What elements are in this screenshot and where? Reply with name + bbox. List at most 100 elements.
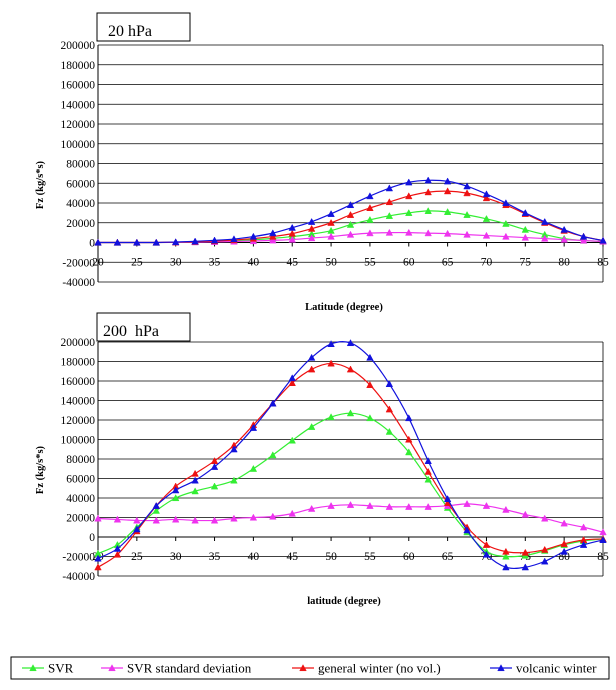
legend-swatch-marker bbox=[108, 664, 116, 672]
data-point-svr-standard-deviation bbox=[385, 228, 394, 236]
legend-label: general winter (no vol.) bbox=[318, 661, 441, 676]
data-point-svr-standard-deviation bbox=[502, 505, 510, 513]
data-point-volcanic-winter bbox=[133, 238, 141, 246]
legend-label: volcanic winter bbox=[516, 661, 597, 676]
data-point-volcanic-winter bbox=[579, 232, 588, 240]
data-point-svr-standard-deviation bbox=[502, 232, 510, 240]
y-tick-label-200hpa: 160000 bbox=[61, 376, 96, 388]
x-tick-label-200hpa: 25 bbox=[131, 551, 143, 563]
data-point-volcanic-winter bbox=[405, 414, 413, 422]
data-point-svr bbox=[385, 427, 394, 435]
chart-title-200hpa: 200 hPa bbox=[103, 323, 159, 340]
data-point-volcanic-winter bbox=[113, 544, 122, 552]
xlabel-20hpa: Latitude (degree) bbox=[305, 302, 383, 313]
data-point-svr-standard-deviation bbox=[307, 504, 316, 512]
data-point-volcanic-winter bbox=[307, 353, 316, 361]
data-point-volcanic-winter bbox=[346, 339, 355, 347]
y-tick-label-20hpa: -40000 bbox=[62, 277, 95, 289]
data-point-svr bbox=[230, 476, 238, 484]
data-point-svr bbox=[152, 506, 160, 514]
data-point-svr bbox=[366, 414, 374, 422]
data-point-volcanic-winter bbox=[269, 399, 277, 407]
y-tick-label-20hpa: 80000 bbox=[66, 159, 95, 171]
data-point-general-winter-no-vol bbox=[346, 365, 355, 373]
data-point-svr bbox=[405, 209, 413, 216]
series-volcanic-winter-20hpa bbox=[94, 176, 607, 246]
data-point-svr-standard-deviation bbox=[94, 514, 102, 522]
data-point-general-winter-no-vol bbox=[307, 224, 316, 232]
data-point-svr bbox=[346, 220, 355, 228]
y-tick-label-200hpa: 120000 bbox=[61, 415, 96, 427]
data-point-general-winter-no-vol bbox=[346, 211, 355, 218]
panel-200hpa: -40000 -20000 0 20000 40000 60000 80000 100000 1… bbox=[35, 312, 609, 607]
y-tick-label-200hpa: 80000 bbox=[66, 454, 95, 466]
ylabel-20hpa: Fz (kg/s*s) bbox=[35, 160, 46, 209]
data-point-volcanic-winter bbox=[210, 462, 219, 470]
x-tick-label-200hpa: 55 bbox=[364, 551, 376, 563]
x-tick-label-20hpa: 65 bbox=[442, 257, 454, 269]
data-point-volcanic-winter bbox=[171, 238, 180, 246]
series-svr-standard-deviation-200hpa bbox=[94, 500, 607, 536]
data-point-general-winter-no-vol bbox=[443, 187, 452, 195]
data-point-volcanic-winter bbox=[482, 550, 491, 558]
data-point-svr-standard-deviation bbox=[521, 233, 530, 241]
data-point-svr bbox=[327, 413, 335, 421]
data-point-general-winter-no-vol bbox=[560, 539, 568, 547]
data-point-volcanic-winter bbox=[288, 374, 296, 382]
data-point-svr-standard-deviation bbox=[579, 236, 588, 244]
data-point-volcanic-winter bbox=[171, 486, 180, 494]
data-point-svr-standard-deviation bbox=[579, 523, 588, 531]
data-point-svr bbox=[502, 219, 510, 227]
data-point-svr bbox=[269, 451, 277, 459]
data-point-volcanic-winter bbox=[385, 380, 394, 387]
data-point-general-winter-no-vol bbox=[366, 381, 374, 388]
data-point-svr-standard-deviation bbox=[405, 228, 413, 236]
data-point-general-winter-no-vol bbox=[288, 379, 296, 387]
x-tick-label-20hpa: 20 bbox=[92, 257, 104, 269]
legend-label: SVR standard deviation bbox=[127, 661, 252, 676]
data-point-svr-standard-deviation bbox=[269, 236, 277, 244]
data-point-volcanic-winter bbox=[521, 563, 530, 571]
x-tick-label-200hpa: 60 bbox=[403, 551, 415, 563]
data-point-volcanic-winter bbox=[463, 526, 471, 534]
data-point-volcanic-winter bbox=[443, 177, 452, 185]
data-point-svr-standard-deviation bbox=[463, 500, 471, 507]
data-point-general-winter-no-vol bbox=[482, 540, 491, 548]
y-tick-label-200hpa: -40000 bbox=[62, 571, 95, 583]
x-tick-label-20hpa: 50 bbox=[325, 257, 337, 269]
series-line-svr bbox=[97, 412, 604, 558]
data-point-svr-standard-deviation bbox=[366, 501, 374, 509]
data-point-general-winter-no-vol bbox=[327, 218, 335, 226]
legend-swatch-marker bbox=[29, 664, 37, 672]
series-group-20hpa bbox=[94, 176, 607, 246]
data-point-volcanic-winter bbox=[463, 182, 471, 190]
y-tick-label-20hpa: 120000 bbox=[61, 119, 96, 131]
legend-item-svr-standard-deviation: SVR standard deviation bbox=[101, 661, 252, 676]
legend-swatch-marker bbox=[299, 664, 307, 672]
data-point-svr-standard-deviation bbox=[171, 515, 180, 523]
data-point-svr-standard-deviation bbox=[521, 510, 530, 518]
panel-20hpa: 20 hPa -40000 -20000 0 20000 40000 60000 80000… bbox=[35, 12, 609, 313]
data-point-svr bbox=[366, 215, 374, 223]
x-tick-label-20hpa: 35 bbox=[209, 257, 221, 269]
x-tick-label-20hpa: 55 bbox=[364, 257, 376, 269]
x-tick-label-20hpa: 60 bbox=[403, 257, 415, 269]
data-point-volcanic-winter bbox=[560, 547, 568, 555]
y-tick-label-200hpa: 20000 bbox=[66, 513, 95, 525]
x-tick-label-200hpa: 85 bbox=[597, 551, 609, 563]
data-point-svr-standard-deviation bbox=[346, 500, 355, 508]
data-point-svr bbox=[405, 448, 413, 456]
y-tick-label-20hpa: 60000 bbox=[66, 178, 95, 190]
data-point-svr-standard-deviation bbox=[560, 235, 568, 243]
data-point-svr-standard-deviation bbox=[152, 516, 160, 524]
series-general-winter-no-vol-200hpa bbox=[94, 359, 607, 571]
x-tick-label-200hpa: 80 bbox=[558, 551, 570, 563]
data-point-svr bbox=[502, 552, 510, 560]
data-point-svr-standard-deviation bbox=[307, 234, 316, 242]
xlabel-200hpa: latitude (degree) bbox=[307, 596, 381, 607]
data-point-general-winter-no-vol bbox=[424, 188, 432, 196]
y-tick-label-200hpa: 180000 bbox=[61, 357, 96, 369]
data-point-general-winter-no-vol bbox=[288, 229, 296, 237]
data-point-svr bbox=[307, 422, 316, 430]
